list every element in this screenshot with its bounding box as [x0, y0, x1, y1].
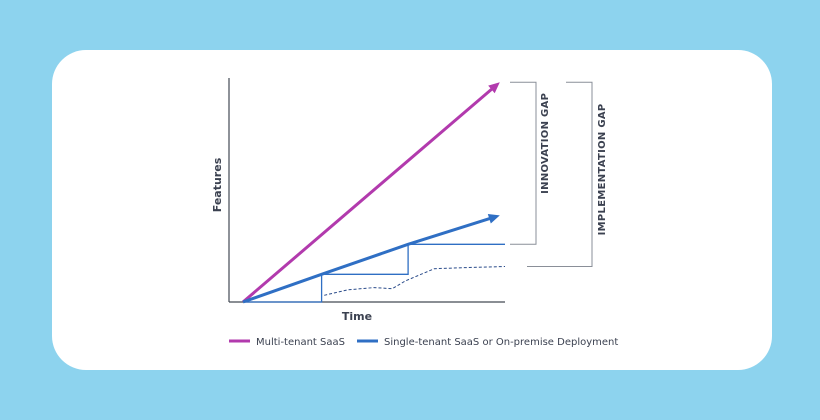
implementation-gap-bracket: [527, 81, 593, 267]
y-axis-label: Features: [211, 157, 224, 212]
innovation-gap-label: INNOVATION GAP: [540, 93, 551, 194]
arrowhead-multi-tenant: [488, 82, 500, 94]
series-line-multi-tenant: [242, 86, 494, 304]
implementation-gap-label: IMPLEMENTATION GAP: [597, 103, 608, 235]
dashed-adoption-line: [324, 266, 506, 296]
arrowhead-single-tenant: [487, 214, 500, 224]
series-line-single-tenant: [242, 216, 492, 304]
legend-label-multi-tenant: Multi-tenant SaaS: [256, 337, 345, 348]
single-tenant-step-line: [243, 243, 505, 303]
innovation-gap-bracket: [510, 81, 537, 245]
legend-label-single-tenant: Single-tenant SaaS or On-premise Deploym…: [384, 337, 618, 348]
chart-card: [52, 50, 772, 370]
x-axis-label: Time: [342, 310, 372, 323]
